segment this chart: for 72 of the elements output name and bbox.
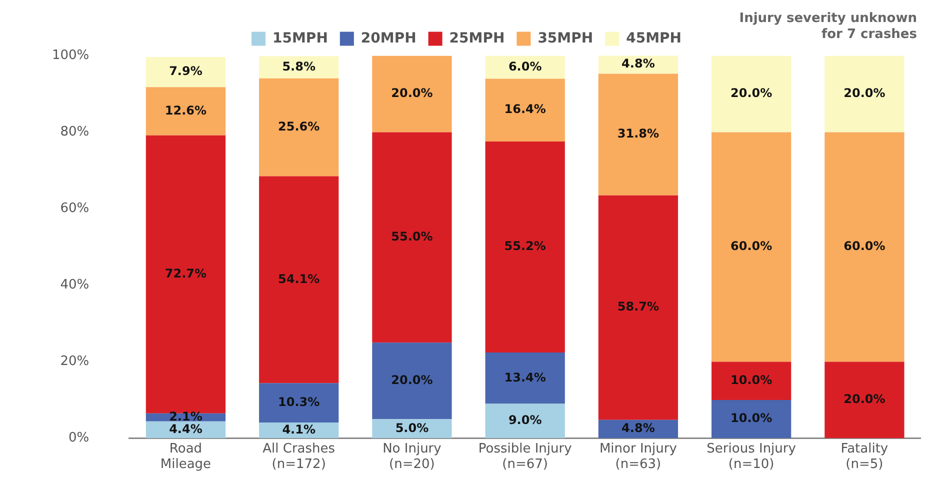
bar <box>259 56 339 78</box>
y-tick-label: 0% <box>68 430 90 446</box>
bar <box>485 352 565 404</box>
legend-label: 20MPH <box>360 30 416 46</box>
data-label: 2.1% <box>169 409 202 424</box>
bar <box>372 56 452 132</box>
data-label: 72.7% <box>164 266 207 280</box>
y-tick-label: 80% <box>60 124 90 140</box>
x-tick-label: Minor Injury (n=63) <box>599 441 678 472</box>
data-label: 20.0% <box>844 392 886 406</box>
data-label: 31.8% <box>617 126 660 141</box>
y-tick-label: 100% <box>52 48 90 64</box>
x-tick-label: Serious Injury (n=10) <box>706 441 796 472</box>
bar <box>372 132 452 343</box>
data-label: 16.4% <box>504 102 546 116</box>
data-label: 6.0% <box>508 59 542 74</box>
data-label: 5.0% <box>395 420 429 435</box>
data-label: 55.0% <box>391 230 433 244</box>
bar <box>259 176 339 384</box>
text: Injury severity unknown for 7 crashes <box>739 10 918 42</box>
bar <box>824 132 904 362</box>
data-label: 4.4% <box>169 422 202 436</box>
data-label: 20.0% <box>391 372 433 387</box>
data-label: 10.3% <box>278 394 320 409</box>
bar <box>259 383 339 423</box>
x-tick-label: Possible Injury (n=67) <box>478 441 572 472</box>
data-label: 4.8% <box>622 421 655 436</box>
bar <box>712 132 792 362</box>
data-label: 60.0% <box>844 239 886 254</box>
bar <box>712 56 792 132</box>
bar <box>712 400 792 438</box>
x-tick-label: Road Mileage <box>160 441 212 472</box>
data-label: 55.2% <box>504 239 546 254</box>
data-label: 20.0% <box>730 86 772 100</box>
data-label: 4.1% <box>282 422 316 436</box>
bar <box>598 74 678 196</box>
data-label: 54.1% <box>278 272 320 286</box>
bar <box>146 87 226 136</box>
data-label: 7.9% <box>169 64 202 78</box>
data-label: 4.8% <box>622 56 655 71</box>
bar <box>372 342 452 420</box>
data-label: 9.0% <box>508 413 542 428</box>
y-tick-label: 20% <box>60 354 90 370</box>
legend-label: 45MPH <box>626 30 682 46</box>
legend-label: 35MPH <box>538 30 594 46</box>
data-label: 10.0% <box>730 411 772 426</box>
data-label: 13.4% <box>504 370 546 384</box>
data-label: 60.0% <box>730 239 772 254</box>
data-label: 25.6% <box>278 119 320 134</box>
bar <box>485 404 565 438</box>
bar <box>146 135 226 414</box>
bar <box>598 195 678 420</box>
legend-label: 15MPH <box>272 30 328 46</box>
data-label: 10.0% <box>730 372 772 387</box>
bar <box>824 56 904 132</box>
legend-label: 25MPH <box>449 30 505 46</box>
bar <box>485 78 565 142</box>
data-label: 20.0% <box>844 86 886 100</box>
x-tick-label: All Crashes (n=172) <box>262 441 336 472</box>
data-label: 58.7% <box>617 300 660 314</box>
bar <box>712 362 792 400</box>
bar <box>259 78 339 176</box>
data-label: 12.6% <box>164 103 207 118</box>
y-tick-label: 40% <box>60 278 90 293</box>
data-label: 20.0% <box>391 86 433 100</box>
data-label: 5.8% <box>282 59 316 74</box>
x-tick-label: No Injury (n=20) <box>382 441 442 472</box>
x-tick-label: Fatality (n=5) <box>840 441 888 472</box>
y-tick-label: 60% <box>60 201 90 216</box>
bar <box>485 141 565 353</box>
bar <box>146 56 226 88</box>
bar <box>824 362 904 438</box>
